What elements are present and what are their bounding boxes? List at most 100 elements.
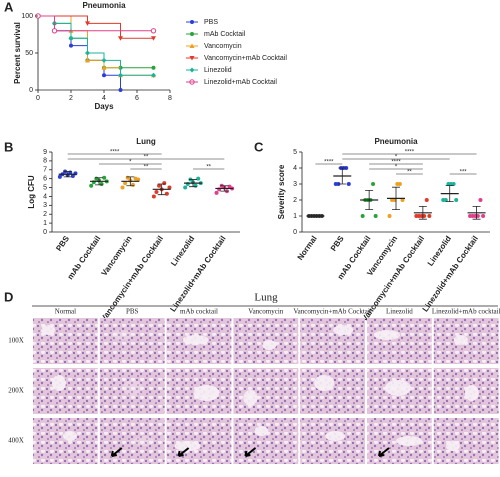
panel-letter: D [4, 289, 13, 304]
legend-label: Linezolid [204, 67, 232, 74]
significance: *** [460, 170, 468, 176]
y-tick-label: 0 [293, 229, 297, 236]
micrograph [300, 318, 365, 364]
marker [85, 57, 90, 63]
y-tick-label: 100 [21, 13, 33, 20]
micrograph [300, 368, 365, 414]
x-tick-label: 2 [69, 95, 73, 102]
x-tick-label: 0 [36, 95, 40, 102]
error-bar [338, 167, 347, 185]
airspace [385, 380, 411, 396]
legend-label: Linezolid+mAb Cocktail [204, 79, 277, 86]
airspace [314, 375, 335, 391]
y-tick-label: 3 [293, 181, 297, 188]
significance: **** [405, 150, 415, 156]
arrow [378, 447, 390, 457]
error-bar [365, 190, 374, 210]
airspace [133, 436, 154, 446]
data-point [387, 214, 392, 218]
marker [118, 72, 123, 78]
error-bar [157, 183, 166, 196]
x-tick-label: Vancomycin [100, 234, 134, 277]
column-header: mAb cocktail [180, 308, 218, 316]
airspace [182, 335, 209, 345]
data-point [424, 198, 429, 202]
y-tick-label: 1 [293, 213, 297, 220]
significance: **** [391, 160, 401, 166]
data-point [154, 190, 159, 194]
data-point [478, 198, 483, 202]
y-tick-label: 0 [29, 87, 33, 94]
marker [118, 36, 123, 41]
panel-letter: A [4, 0, 14, 14]
step-line [38, 15, 154, 39]
data-point [214, 190, 219, 195]
panel-title: Lung [254, 292, 278, 304]
x-tick-label: 4 [102, 95, 106, 102]
x-tick-label: Linezolid+mAb Cocktail [421, 234, 480, 313]
airspace [41, 325, 55, 335]
airspace [445, 441, 460, 451]
panel-letter: C [254, 139, 264, 154]
step-line [38, 15, 154, 32]
micrograph [433, 418, 499, 464]
error-bar [220, 185, 229, 192]
micrograph [33, 318, 98, 364]
data-point [373, 214, 378, 218]
row-label: 400X [8, 437, 24, 445]
y-tick-label: 3 [43, 202, 47, 209]
airspace [464, 385, 479, 401]
airspace [111, 330, 132, 340]
data-point [443, 198, 448, 202]
data-point [346, 182, 351, 186]
y-axis-label: Severity score [277, 164, 286, 219]
error-bar [126, 176, 135, 187]
column-header: Linezolid+mAb cocktail [432, 308, 500, 316]
error-bar [63, 171, 72, 178]
data-point [400, 198, 405, 202]
airspace [333, 325, 354, 335]
airspace [52, 375, 66, 391]
marker [51, 28, 58, 34]
arrow [177, 447, 190, 457]
micrograph [166, 418, 232, 464]
x-tick-label: Linezolid [169, 234, 196, 268]
micrograph [367, 318, 432, 364]
airspace [374, 330, 400, 340]
significance: ** [144, 165, 149, 171]
data-point [481, 214, 486, 218]
significance: * [395, 155, 398, 161]
micrograph [99, 318, 165, 364]
error-bar [95, 177, 103, 186]
x-tick-label: mAb Cocktail [66, 234, 103, 281]
y-tick-label: 2 [293, 197, 297, 204]
data-point [136, 177, 141, 182]
legend-label: Vancomycin [204, 43, 242, 50]
y-tick-label: 8 [43, 158, 47, 165]
airspace [453, 335, 468, 345]
micrograph [233, 368, 299, 414]
data-point [123, 181, 128, 186]
y-tick-label: 5 [43, 184, 47, 191]
error-bar [418, 206, 427, 220]
airspace [63, 431, 77, 441]
marker [118, 88, 123, 92]
y-tick-label: 2 [43, 211, 47, 218]
data-point [427, 214, 432, 218]
legend-label: PBS [204, 19, 218, 26]
data-point [99, 182, 104, 186]
column-header: Vancomycin [248, 308, 283, 316]
data-point [102, 175, 107, 180]
y-axis-label: Log CFU [27, 175, 36, 209]
significance: **** [324, 160, 334, 166]
significance: * [129, 160, 132, 166]
data-point [164, 191, 169, 196]
y-axis-label: Percent survival [13, 22, 22, 84]
x-tick-label: Linezolid+mAb Cocktail [168, 234, 227, 313]
marker [68, 35, 74, 41]
airspace [254, 426, 269, 436]
data-point [193, 183, 198, 188]
data-point [89, 183, 94, 188]
arrow [110, 447, 123, 457]
